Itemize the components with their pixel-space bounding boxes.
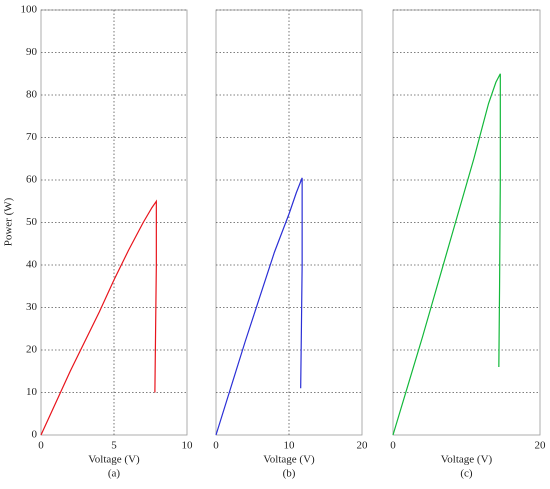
y-tick-label: 60 [26,174,38,186]
panel-caption: (a) [108,468,121,480]
y-tick-label: 40 [26,259,38,271]
x-axis-label: Voltage (V) [263,454,315,466]
y-tick-label: 50 [26,216,38,228]
x-tick-label: 20 [535,440,547,452]
x-tick-label: 0 [213,440,219,452]
x-tick-label: 0 [390,440,396,452]
data-line [392,73,501,436]
x-axis-label: Voltage (V) [441,454,493,466]
y-tick-label: 90 [26,46,38,58]
y-axis-label: Power (W) [3,197,15,246]
panel-caption: (c) [460,468,473,480]
x-tick-label: 10 [182,440,194,452]
data-line [215,177,303,436]
y-tick-label: 0 [32,429,38,441]
x-axis-label: Voltage (V) [88,454,140,466]
y-tick-label: 30 [26,301,38,313]
data-line [40,199,157,436]
x-tick-label: 20 [357,440,369,452]
y-tick-label: 100 [21,4,38,16]
x-tick-label: 0 [38,440,44,452]
x-tick-label: 10 [284,440,296,452]
panel-caption: (b) [283,468,296,480]
x-tick-label: 5 [111,440,117,452]
y-tick-label: 70 [26,131,38,143]
y-tick-label: 20 [26,344,38,356]
y-tick-label: 10 [26,386,38,398]
y-tick-label: 80 [26,89,38,101]
